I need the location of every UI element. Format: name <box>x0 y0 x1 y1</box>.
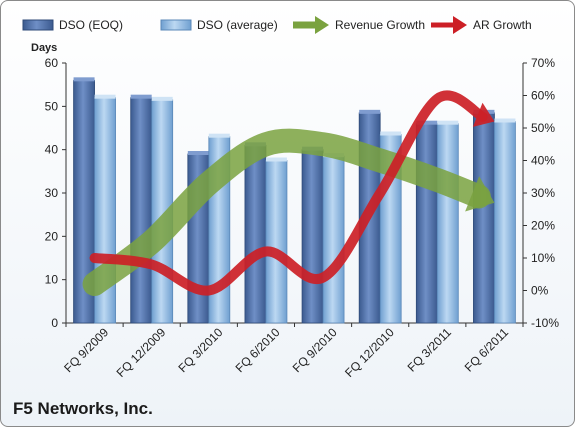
x-tick-label: FQ 6/2011 <box>462 325 512 375</box>
y2-tick-label: 10% <box>531 251 555 265</box>
bar-dso-eoq <box>130 97 153 324</box>
y-tick-label: 60 <box>45 56 59 70</box>
y-tick-label: 0 <box>51 316 58 330</box>
x-tick-label: FQ 3/2010 <box>176 325 226 375</box>
y2-tick-label: 20% <box>531 219 555 233</box>
y-tick-label: 40 <box>45 143 59 157</box>
y2-tick-label: -10% <box>531 316 559 330</box>
legend-swatch <box>160 19 192 31</box>
legend: DSO (EOQ) DSO (average) Revenue Growth AR G… <box>22 16 532 34</box>
legend-label: Revenue Growth <box>335 18 425 32</box>
arrowhead-revenue-growth <box>465 176 495 212</box>
bar-dso-average <box>494 121 516 324</box>
y-tick-label: 20 <box>45 229 59 243</box>
bar-top-cap <box>187 151 209 155</box>
y2-tick-label: 0% <box>531 284 549 298</box>
y2-tick-label: 40% <box>531 154 555 168</box>
y2-tick-label: 50% <box>531 121 555 135</box>
bar-top-cap <box>359 109 381 114</box>
bar-dso-eoq <box>244 144 267 324</box>
bar-top-cap <box>416 120 438 125</box>
bar-top-cap <box>494 118 516 123</box>
x-tick-label: FQ 12/2009 <box>114 325 169 380</box>
y-axis-title: Days <box>31 42 57 54</box>
y-tick-label: 50 <box>45 99 59 113</box>
y-tick-label: 10 <box>45 273 59 287</box>
y2-tick-label: 70% <box>531 56 555 70</box>
bar-dso-average <box>436 123 459 324</box>
bar-top-cap <box>94 94 116 99</box>
bar-top-cap <box>265 157 287 162</box>
lines <box>82 90 495 296</box>
x-tick-label: FQ 12/2010 <box>342 325 397 380</box>
x-tick-label: FQ 6/2010 <box>233 325 283 375</box>
bar-top-cap <box>151 96 173 101</box>
bar-top-cap <box>380 131 402 136</box>
legend-label: DSO (EOQ) <box>59 18 123 32</box>
y-tick-label: 30 <box>45 186 59 200</box>
arrowhead-ar-growth <box>472 102 495 127</box>
x-tick-label: FQ 9/2010 <box>290 325 340 375</box>
bars <box>73 77 516 324</box>
legend-arrow-icon <box>453 16 467 34</box>
bar-top-cap <box>437 120 459 125</box>
x-tick-label: FQ 9/2009 <box>61 325 111 375</box>
bar-dso-average <box>265 160 288 324</box>
bar-top-cap <box>130 94 152 99</box>
bar-dso-eoq <box>473 112 495 324</box>
company-name: F5 Networks, Inc. <box>13 399 153 418</box>
y2-tick-label: 60% <box>531 89 555 103</box>
x-tick-label: FQ 3/2011 <box>405 325 455 375</box>
bar-top-cap <box>73 77 95 82</box>
legend-label: DSO (average) <box>197 18 278 32</box>
bar-dso-eoq <box>415 123 438 324</box>
bar-dso-average <box>322 155 345 324</box>
y2-tick-label: 30% <box>531 186 555 200</box>
legend-arrow-icon <box>315 16 329 34</box>
bar-dso-eoq <box>301 149 324 324</box>
legend-label: AR Growth <box>473 18 532 32</box>
legend-swatch <box>22 19 54 31</box>
line-revenue-growth <box>82 128 491 296</box>
line-ar-growth <box>89 90 488 296</box>
bar-top-cap <box>208 133 230 138</box>
